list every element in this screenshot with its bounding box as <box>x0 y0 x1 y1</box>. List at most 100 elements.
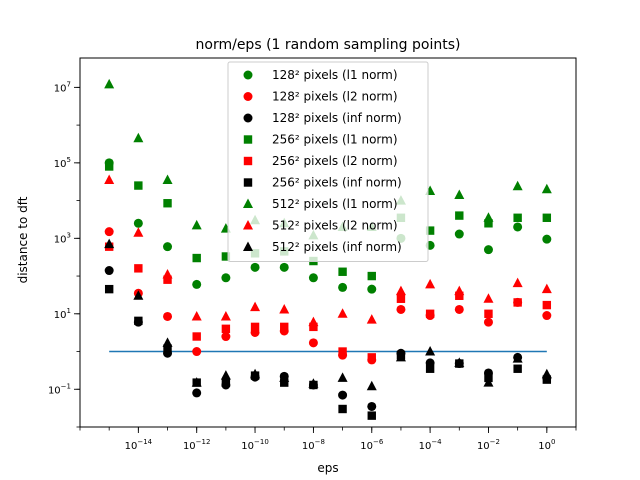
data-point <box>250 368 261 379</box>
data-point <box>367 411 376 420</box>
y-tick-label: 10−1 <box>48 382 71 396</box>
data-point <box>220 370 231 380</box>
data-point <box>280 378 289 387</box>
data-point <box>513 213 522 222</box>
data-point <box>133 218 143 228</box>
data-point <box>279 262 289 272</box>
data-point <box>367 353 376 362</box>
data-point <box>104 174 115 185</box>
data-point <box>454 285 465 296</box>
chart-title: norm/eps (1 random sampling points) <box>196 37 461 53</box>
data-point <box>512 277 523 288</box>
data-point <box>484 309 493 318</box>
data-point <box>192 332 201 341</box>
legend-box <box>227 61 429 262</box>
data-point <box>309 322 318 332</box>
legend-marker <box>243 92 253 101</box>
legend-marker <box>243 198 253 208</box>
x-tick-label: 10−6 <box>360 438 384 452</box>
x-tick-label: 10−8 <box>302 438 325 452</box>
legend-label: 128² pixels (l2 norm) <box>272 90 398 104</box>
y-tick-label: 107 <box>54 80 71 94</box>
legend-marker <box>243 113 253 123</box>
legend-marker <box>243 220 253 230</box>
data-point <box>541 283 552 294</box>
data-point <box>483 212 494 222</box>
data-point <box>338 267 347 276</box>
series-5 <box>104 242 552 362</box>
data-point <box>454 357 465 367</box>
data-point <box>542 311 552 321</box>
data-point <box>221 273 231 283</box>
data-point <box>455 211 464 220</box>
data-point <box>425 346 436 356</box>
data-point <box>220 310 231 321</box>
legend-marker <box>243 156 253 166</box>
data-point <box>425 364 435 373</box>
data-point <box>191 377 202 387</box>
data-point <box>396 294 406 303</box>
data-point <box>484 219 493 228</box>
legend-label: 256² pixels (l2 norm) <box>272 154 398 168</box>
data-point <box>541 368 552 379</box>
data-point <box>425 278 436 289</box>
legend-marker <box>243 70 253 80</box>
data-point <box>163 242 173 252</box>
data-point <box>163 344 172 353</box>
data-point <box>163 275 172 284</box>
data-point <box>483 293 494 303</box>
data-point <box>483 245 493 255</box>
data-point <box>133 227 144 237</box>
data-point <box>192 279 202 289</box>
data-point <box>513 364 522 373</box>
data-point <box>512 180 523 191</box>
legend-marker <box>243 241 253 251</box>
data-point <box>338 390 348 400</box>
data-point <box>542 300 552 310</box>
legend: 128² pixels (l1 norm) 128² pixels (l2 nor… <box>227 61 429 262</box>
data-point <box>367 401 377 411</box>
data-point <box>279 372 290 382</box>
x-tick-label: 10−14 <box>125 438 153 452</box>
x-tick-label: 10−10 <box>241 438 269 452</box>
data-point <box>338 347 347 356</box>
data-point <box>308 273 318 283</box>
data-point <box>366 380 377 391</box>
data-point <box>395 285 406 296</box>
data-point <box>337 372 348 382</box>
data-point <box>542 234 552 244</box>
legend-marker <box>243 178 253 187</box>
data-point <box>162 174 173 185</box>
y-tick-label: 105 <box>54 156 71 170</box>
data-point <box>133 290 144 300</box>
data-point <box>395 351 406 362</box>
data-point <box>221 378 231 387</box>
data-point <box>104 162 114 171</box>
data-point <box>454 229 464 239</box>
legend-item: 128² pixels (l1 norm) <box>243 68 398 82</box>
legend-label: 128² pixels (l1 norm) <box>272 68 398 82</box>
data-point <box>541 183 552 194</box>
data-point <box>308 338 318 348</box>
data-point <box>338 404 347 414</box>
legend-item: 512² pixels (l2 norm) <box>243 219 398 233</box>
data-point <box>454 189 465 200</box>
data-point <box>221 252 231 261</box>
data-point <box>454 304 464 314</box>
x-tick-label: 10−2 <box>477 438 500 452</box>
legend-label: 256² pixels (inf norm) <box>272 176 402 190</box>
data-point <box>134 316 143 326</box>
series-9 <box>104 238 552 391</box>
data-point <box>104 266 114 276</box>
data-point <box>134 181 143 190</box>
x-tick-label: 10−4 <box>419 438 443 452</box>
data-point <box>162 268 173 279</box>
legend-label: 512² pixels (l2 norm) <box>272 219 398 233</box>
data-point <box>221 332 231 342</box>
legend-item: 256² pixels (inf norm) <box>243 176 402 190</box>
y-axis-label: distance to dft <box>16 196 30 283</box>
data-point <box>104 284 114 294</box>
data-point <box>192 347 202 357</box>
data-point <box>250 262 260 272</box>
